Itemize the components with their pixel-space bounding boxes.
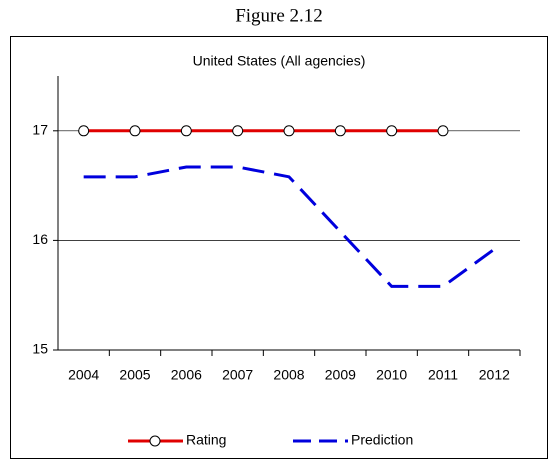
x-tick-label: 2010 xyxy=(376,367,407,383)
marker xyxy=(180,125,192,137)
legend-marker xyxy=(149,435,161,447)
x-tick-label: 2012 xyxy=(479,367,510,383)
series-line xyxy=(83,165,496,288)
marker xyxy=(334,125,346,137)
x-tick-label: 2009 xyxy=(325,367,356,383)
legend-label: Prediction xyxy=(351,432,413,448)
legend-label: Rating xyxy=(186,432,226,448)
x-tick-label: 2006 xyxy=(171,367,202,383)
x-tick-label: 2007 xyxy=(222,367,253,383)
x-tick-label: 2004 xyxy=(68,367,99,383)
marker xyxy=(437,125,449,137)
figure-frame xyxy=(10,36,548,459)
chart-title: United States (All agencies) xyxy=(193,53,366,69)
x-tick-label: 2005 xyxy=(119,367,150,383)
marker xyxy=(386,125,398,137)
marker xyxy=(283,125,295,137)
marker xyxy=(129,125,141,137)
marker xyxy=(232,125,244,137)
y-tick-label: 15 xyxy=(32,341,48,357)
marker xyxy=(78,125,90,137)
x-tick-label: 2008 xyxy=(273,367,304,383)
figure-label: Figure 2.12 xyxy=(235,5,323,26)
y-tick-label: 17 xyxy=(32,122,48,138)
x-tick-label: 2011 xyxy=(428,367,458,383)
y-tick-label: 16 xyxy=(32,231,48,247)
